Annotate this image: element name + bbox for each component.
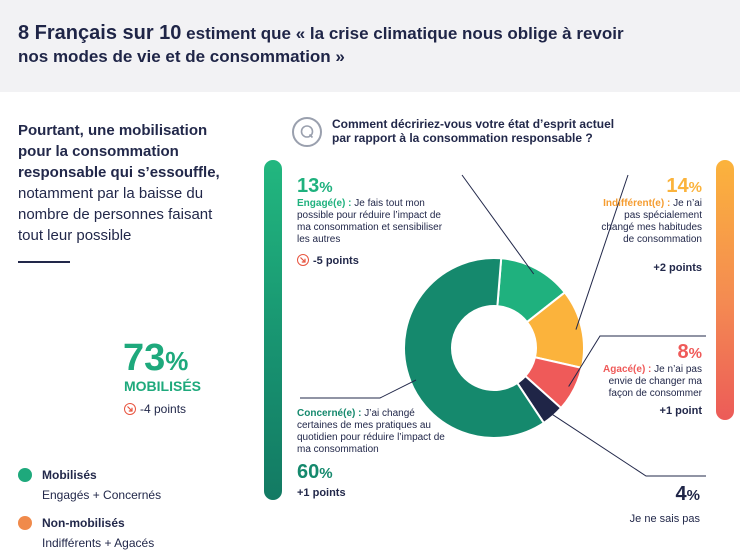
concerne-symbol: % [319,465,333,482]
indifferent-percentage: 14% [666,175,702,199]
header-title-rest: estiment que « la crise climatique nous … [181,24,624,43]
intro-bold: Pourtant, une mobilisation pour la conso… [18,122,220,181]
legend-non-mobilises-sub: Indifférents + Agacés [42,536,155,550]
intro-divider [18,261,70,263]
mobilises-value: 73 [123,337,166,379]
engage-title: Engagé(e) : [297,198,352,209]
legend-non-mobilises-title: Non-mobilisés [42,516,125,530]
concerne-value: 60 [297,461,320,483]
question-icon [292,117,322,147]
agace-title: Agacé(e) : [603,364,652,375]
engage-percentage: 13% [297,175,333,199]
nsp-symbol: % [686,487,700,504]
mobilises-bar [264,160,282,500]
mobilises-percentage: 73% [123,338,188,381]
mobilises-label: MOBILISÉS [124,378,202,394]
agace-percentage: 8% [678,341,702,365]
header-banner: 8 Français sur 10 estiment que « la cris… [0,0,740,92]
mobilises-change-text: -4 points [140,402,187,416]
concerne-percentage: 60% [297,461,333,485]
engage-description: Engagé(e) : Je fais tout mon possible po… [297,198,457,246]
trend-down-icon [297,254,309,266]
concerne-description: Concerné(e) : J’ai changé certaines de m… [297,408,457,456]
engage-change-text: -5 points [313,255,359,267]
header-title: 8 Français sur 10 estiment que « la cris… [18,22,740,45]
legend-dot-green [18,468,32,482]
nsp-value: 4 [675,483,687,505]
header-title-highlight: 8 Français sur 10 [18,22,182,44]
donut-slice-concerne [403,257,546,439]
legend-dot-orange [18,516,32,530]
indifferent-value: 14 [666,175,689,197]
leader-line-nsp [549,412,706,477]
concerne-change: +1 points [297,487,346,499]
nsp-label: Je ne sais pas [629,513,700,525]
header-title-line2: nos modes de vie et de consommation » [18,47,345,66]
legend-mobilises-sub: Engagés + Concernés [42,488,162,502]
indifferent-symbol: % [688,179,702,196]
intro-text: Pourtant, une mobilisation pour la conso… [18,120,238,246]
intro-regular: notamment par la baisse du nombre de per… [18,185,213,244]
agace-symbol: % [688,345,702,362]
legend-mobilises-title: Mobilisés [42,468,97,482]
indifferent-text: Je n’ai pas spécialement changé mes habi… [601,198,702,245]
leader-line-engage [461,174,535,275]
agace-change: +1 point [659,405,702,417]
indifferent-description: Indifférent(e) : Je n’ai pas spécialemen… [590,198,702,246]
engage-value: 13 [297,175,320,197]
engage-symbol: % [319,179,333,196]
engage-change: -5 points [297,254,359,267]
indifferent-change: +2 points [653,262,702,274]
mobilises-symbol: % [165,346,189,376]
trend-down-icon [124,403,136,415]
question-text: Comment décririez-vous votre état d’espr… [332,117,615,145]
leader-line-concerne [300,379,417,399]
concerne-text: J’ai changé certaines de mes pratiques a… [297,408,445,455]
nsp-percentage: 4% [676,483,700,507]
agace-value: 8 [677,341,689,363]
engage-text: Je fais tout mon possible pour réduire l… [297,198,443,245]
indifferent-title: Indifférent(e) : [603,198,671,209]
agace-description: Agacé(e) : Je n’ai pas envie de changer … [597,364,702,400]
leader-line-indifferent [575,174,629,330]
agace-text: Je n’ai pas envie de changer ma façon de… [608,364,702,399]
non-mobilises-bar [716,160,734,420]
mobilises-change: -4 points [124,402,186,416]
leader-line-agace [568,335,706,387]
concerne-title: Concerné(e) : [297,408,362,419]
